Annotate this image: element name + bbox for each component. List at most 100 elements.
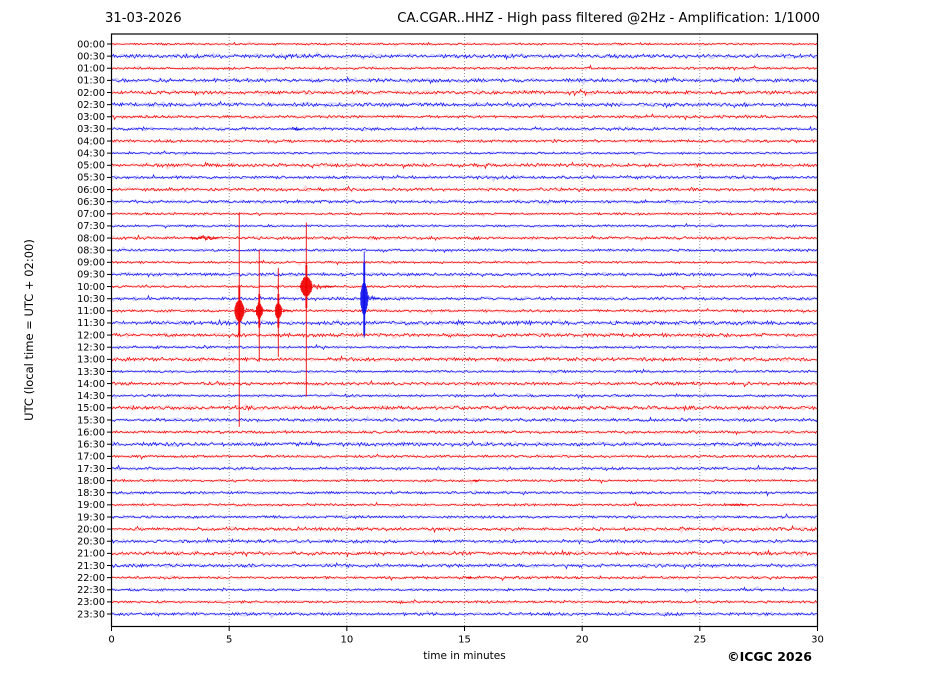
y-tick-label: 19:30 — [77, 512, 105, 523]
trace-row-19:30 — [111, 513, 818, 520]
trace-row-07:30 — [111, 222, 818, 229]
trace-row-14:00 — [111, 379, 818, 388]
y-tick-label: 16:30 — [77, 440, 105, 451]
event-coda — [281, 308, 292, 313]
trace-row-20:30 — [111, 537, 818, 545]
trace-row-08:00 — [111, 234, 818, 242]
trace-row-21:30 — [111, 562, 818, 570]
y-tick-label: 03:30 — [77, 124, 105, 135]
trace-row-02:00 — [111, 88, 818, 97]
trace-row-16:30 — [111, 439, 818, 448]
trace-row-03:00 — [111, 113, 818, 121]
event-burst — [725, 503, 747, 507]
x-axis-label: time in minutes — [423, 650, 506, 662]
copyright-label: ©ICGC 2026 — [727, 649, 812, 664]
date-title: 31-03-2026 — [105, 11, 182, 26]
y-tick-label: 07:30 — [77, 221, 105, 232]
y-tick-label: 23:00 — [77, 597, 105, 608]
trace-row-04:00 — [111, 138, 818, 144]
y-tick-label: 09:00 — [77, 258, 105, 269]
event-burst — [291, 127, 303, 131]
y-tick-label: 02:30 — [77, 100, 105, 111]
trace-row-16:00 — [111, 429, 818, 436]
y-tick-label: 05:00 — [77, 161, 105, 172]
y-tick-label: 17:00 — [77, 452, 105, 463]
y-tick-label: 15:30 — [77, 415, 105, 426]
y-tick-label: 15:00 — [77, 403, 105, 414]
trace-row-17:00 — [111, 453, 818, 460]
trace-row-17:30 — [111, 464, 818, 472]
y-tick-label: 14:30 — [77, 391, 105, 402]
event-coda — [312, 283, 336, 290]
trace-row-05:00 — [111, 161, 818, 170]
y-tick-label: 08:00 — [77, 233, 105, 244]
y-tick-label: 11:30 — [77, 318, 105, 329]
y-tick-label: 04:00 — [77, 136, 105, 147]
y-tick-label: 02:00 — [77, 88, 105, 99]
y-tick-label: 12:30 — [77, 343, 105, 354]
trace-halo-21:30 — [110, 561, 819, 569]
y-tick-label: 03:00 — [77, 112, 105, 123]
event-body — [233, 299, 245, 322]
y-tick-label: 22:00 — [77, 573, 105, 584]
trace-row-23:00 — [111, 598, 818, 605]
y-tick-label: 01:30 — [77, 76, 105, 87]
event-body — [300, 276, 313, 297]
trace-row-15:00 — [111, 404, 818, 412]
y-tick-label: 13:30 — [77, 367, 105, 378]
x-tick-label: 5 — [226, 635, 232, 646]
y-tick-label: 20:00 — [77, 524, 105, 535]
y-tick-label: 17:30 — [77, 464, 105, 475]
trace-row-02:30 — [111, 100, 818, 109]
trace-row-05:30 — [111, 173, 818, 181]
trace-halo-16:30 — [110, 440, 818, 449]
trace-row-11:30 — [111, 318, 818, 327]
y-tick-label: 10:30 — [77, 294, 105, 305]
trace-row-10:00 — [111, 284, 818, 290]
y-tick-label: 22:30 — [77, 585, 105, 596]
trace-row-01:00 — [111, 64, 818, 71]
trace-halo-16:00 — [110, 429, 818, 435]
trace-row-13:30 — [111, 368, 818, 374]
trace-row-22:00 — [111, 575, 818, 582]
trace-row-04:30 — [111, 150, 818, 155]
trace-halo-21:00 — [111, 549, 818, 558]
y-tick-label: 06:30 — [77, 197, 105, 208]
event-coda — [262, 308, 272, 312]
station-title: CA.CGAR..HHZ - High pass filtered @2Hz -… — [397, 11, 820, 26]
trace-row-13:00 — [111, 355, 818, 363]
trace-row-15:30 — [111, 416, 818, 423]
trace-row-00:00 — [111, 41, 818, 46]
y-tick-label: 21:30 — [77, 561, 105, 572]
y-tick-label: 23:30 — [77, 609, 105, 620]
y-tick-label: 18:00 — [77, 476, 105, 487]
trace-row-01:30 — [111, 76, 818, 85]
y-tick-label: 00:00 — [77, 39, 105, 50]
y-tick-label: 01:00 — [77, 64, 105, 75]
trace-halo-01:30 — [111, 76, 819, 86]
y-tick-label: 10:00 — [77, 282, 105, 293]
trace-row-09:30 — [111, 272, 818, 278]
x-tick-label: 0 — [108, 635, 114, 646]
y-tick-label: 20:30 — [77, 537, 105, 548]
y-tick-label: 16:00 — [77, 427, 105, 438]
event-burst — [465, 575, 473, 580]
event-burst — [189, 235, 219, 242]
trace-row-18:30 — [111, 490, 818, 497]
y-tick-label: 04:30 — [77, 148, 105, 159]
trace-row-19:00 — [111, 501, 818, 507]
y-tick-label: 05:30 — [77, 173, 105, 184]
plot-frame — [110, 33, 819, 628]
y-tick-label: 08:30 — [77, 245, 105, 256]
trace-row-14:30 — [111, 392, 818, 399]
trace-row-12:00 — [111, 332, 818, 339]
trace-row-10:30 — [111, 294, 818, 302]
trace-row-20:00 — [111, 524, 818, 534]
trace-row-06:00 — [111, 185, 818, 193]
event-burst — [472, 479, 480, 483]
trace-row-18:00 — [111, 477, 818, 485]
trace-halo-20:00 — [111, 524, 818, 535]
y-tick-label: 21:00 — [77, 549, 105, 560]
x-tick-label: 20 — [576, 635, 589, 646]
